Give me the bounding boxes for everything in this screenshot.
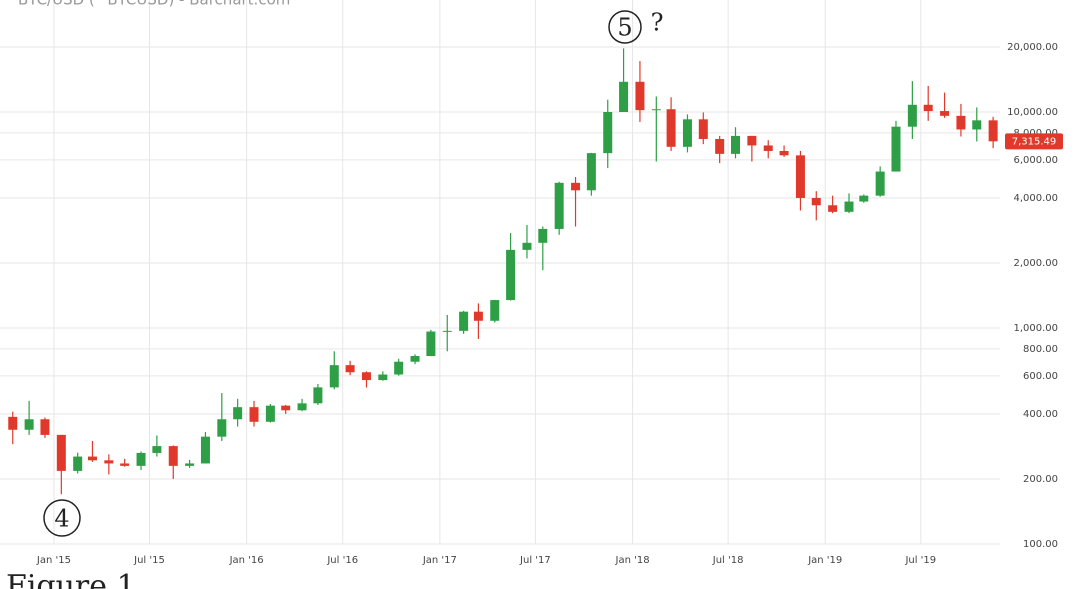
y-tick-label: 100.00	[1023, 539, 1058, 550]
x-tick-label: Jul '18	[712, 555, 744, 566]
candle-body	[972, 120, 982, 130]
candle-body	[459, 311, 469, 331]
candle-body	[619, 81, 629, 112]
candle-body	[635, 81, 645, 111]
candle-body	[891, 126, 901, 172]
x-tick-label: Jul '16	[326, 555, 358, 566]
x-tick-label: Jan '19	[807, 555, 842, 566]
candle-body	[875, 171, 885, 196]
candle-body	[779, 150, 789, 156]
candle-body	[988, 120, 998, 142]
candle-body	[297, 403, 307, 411]
candle-body	[715, 138, 725, 154]
y-tick-label: 2,000.00	[1013, 258, 1058, 269]
annotation: Figure 1	[6, 569, 136, 589]
candle-body	[249, 407, 259, 422]
x-tick-label: Jul '15	[133, 555, 165, 566]
candle-body	[506, 249, 516, 301]
annotation: 5	[617, 14, 632, 42]
candle-body	[666, 109, 676, 147]
candle-body	[265, 405, 275, 422]
y-tick-label: 600.00	[1023, 371, 1058, 382]
last-price-tag	[1005, 133, 1063, 150]
y-tick-label: 6,000.00	[1013, 155, 1058, 166]
candle-body	[844, 201, 854, 212]
candle-body	[586, 153, 596, 191]
x-tick-label: Jan '16	[229, 555, 264, 566]
candle-body	[554, 182, 564, 229]
candle-body	[571, 182, 581, 191]
chart-title: BTC/USD (^BTCUSD) - Barchart.com	[18, 0, 290, 9]
candle-body	[87, 456, 97, 461]
candle-body	[313, 387, 323, 404]
candle-body	[329, 365, 339, 388]
candle-body	[361, 372, 371, 381]
x-tick-label: Jul '19	[904, 555, 936, 566]
y-tick-label: 4,000.00	[1013, 193, 1058, 204]
y-tick-label: 400.00	[1023, 409, 1058, 420]
y-tick-label: 20,000.00	[1007, 42, 1058, 53]
candle-body	[378, 374, 388, 381]
annotation-circle	[608, 10, 642, 44]
candle-body	[811, 197, 821, 206]
candle-body	[152, 446, 162, 453]
candle-body	[538, 228, 548, 243]
candle-body	[120, 463, 130, 466]
candle-body	[442, 330, 452, 332]
candle-body	[490, 300, 500, 321]
candle-body	[603, 111, 613, 154]
candle-body	[56, 434, 66, 471]
candle-body	[185, 463, 195, 466]
x-tick-label: Jan '15	[36, 555, 71, 566]
candle-body	[410, 355, 420, 362]
candle-body	[859, 195, 869, 202]
candle-body	[281, 405, 291, 411]
x-tick-label: Jul '17	[519, 555, 551, 566]
candle-body	[923, 104, 933, 112]
last-price-label: 7,315.49	[1012, 136, 1057, 147]
candle-body	[763, 145, 773, 151]
annotation: 4	[54, 505, 69, 533]
candle-body	[828, 205, 838, 212]
annotation: ?	[651, 9, 664, 37]
candle-body	[747, 135, 757, 146]
y-tick-label: 1,000.00	[1013, 323, 1058, 334]
candle-body	[40, 419, 50, 435]
y-tick-label: 800.00	[1023, 344, 1058, 355]
candle-body	[907, 104, 917, 127]
candle-body	[795, 155, 805, 198]
candles	[8, 48, 998, 495]
candle-body	[200, 436, 210, 464]
candle-body	[682, 119, 692, 147]
candle-body	[651, 109, 661, 111]
y-tick-label: 200.00	[1023, 474, 1058, 485]
x-tick-label: Jan '18	[615, 555, 650, 566]
candle-body	[233, 407, 243, 420]
candle-body	[345, 365, 355, 373]
candle-body	[136, 452, 146, 466]
candle-body	[731, 135, 741, 154]
candle-body	[522, 242, 532, 250]
annotation-circle	[43, 499, 81, 537]
candle-body	[473, 311, 483, 321]
candle-body	[698, 119, 708, 139]
candle-body	[394, 361, 404, 375]
candle-body	[217, 419, 227, 437]
y-tick-label: 10,000.00	[1007, 107, 1058, 118]
candle-body	[168, 446, 178, 466]
candle-body	[426, 331, 436, 356]
x-tick-label: Jan '17	[422, 555, 457, 566]
candle-body	[956, 115, 966, 130]
candle-body	[24, 419, 34, 430]
candle-body	[8, 416, 18, 430]
candle-body	[940, 111, 950, 116]
grid	[0, 0, 1000, 545]
candle-body	[104, 460, 114, 464]
candle-body	[73, 456, 83, 471]
